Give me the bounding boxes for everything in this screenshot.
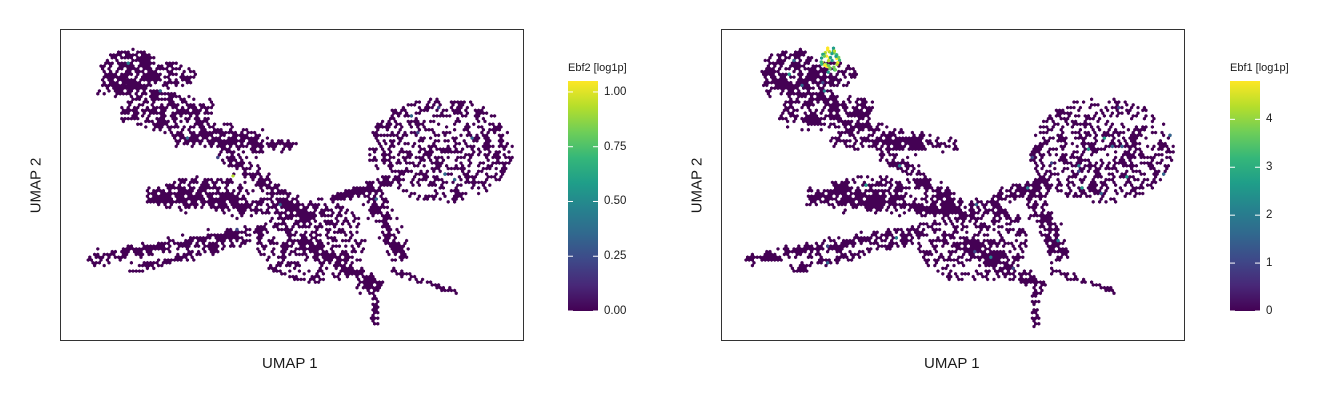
hexbin-cell-high — [1125, 175, 1129, 179]
hexbin-cell-hotspot — [820, 62, 824, 66]
hexbin-cell-high — [1099, 191, 1103, 196]
hexbin-cell-high — [443, 172, 447, 176]
colorbar-tick-label: 3 — [1266, 161, 1273, 174]
hexbin-cell-high — [787, 72, 791, 77]
hexbin-cell-hotspot — [828, 66, 832, 71]
x-axis-label: UMAP 1 — [262, 355, 318, 372]
hexbin-cell-high — [126, 61, 130, 66]
hexbin-cell-high — [278, 202, 282, 207]
colorbar-tick-label: 0.50 — [604, 195, 627, 208]
hexbin-cell-high — [1080, 186, 1084, 190]
hexbin-cell-high — [1102, 136, 1106, 140]
hexbin-cell-high — [800, 83, 804, 88]
colorbar-tick-label: 0 — [1266, 305, 1273, 317]
hexbin-cell-hotspot — [826, 70, 830, 74]
legend-title: Ebf1 [log1p] — [1230, 62, 1289, 74]
hexbin-cell-high — [974, 202, 978, 207]
hexbin-cell-high — [1050, 161, 1054, 165]
hexbin-cell-high — [1120, 144, 1124, 149]
plot-area — [721, 29, 1185, 341]
colorbar-tick-label: 0.25 — [604, 250, 627, 263]
colorbar-gradient — [568, 81, 598, 311]
hexbin-cell-high — [1011, 266, 1015, 271]
hexbin-cell-hotspot — [830, 58, 834, 63]
hexbin-cell-high — [864, 183, 868, 187]
hexbin-cells — [744, 47, 1175, 329]
colorbar — [568, 81, 598, 311]
colorbar-tick-label: 1.00 — [604, 85, 627, 98]
hexbin-cell-high — [1077, 169, 1081, 174]
hexbin-cell-high — [822, 89, 826, 93]
colorbar-tick-label: 1 — [1266, 257, 1273, 270]
hexbin-cell-hotspot — [834, 54, 838, 59]
hexbin-cell-hotspot — [832, 49, 836, 53]
colorbar-gradient — [1230, 81, 1260, 311]
hexbin-cell-high — [235, 227, 239, 232]
hexbin-cell-high — [185, 136, 189, 140]
hexbin-cell-high — [437, 105, 441, 110]
colorbar-tick-label: 0.00 — [604, 305, 627, 317]
x-axis-label: UMAP 1 — [924, 355, 980, 372]
hexbin-cell-hotspot — [820, 56, 824, 60]
hexbin-cell-high — [826, 260, 830, 265]
hexbin-cell-high — [792, 58, 796, 63]
hexbin-cell-hotspot — [832, 65, 836, 70]
hexbin-cell-hotspot — [826, 46, 830, 50]
colorbar — [1230, 81, 1260, 311]
hexbin-cell-high — [821, 80, 825, 85]
colorbar-tick-label: 4 — [1266, 113, 1273, 126]
hexbin-cell-high — [898, 163, 902, 168]
hexbin-cell-hotspot — [837, 55, 841, 60]
umap-panel-ebf2: UMAP 1 UMAP 2 Ebf2 [log1p] 0.00 0.25 0.5… — [27, 29, 627, 372]
hexbin-cell-high — [989, 255, 993, 260]
hexbin-cell-hotspot — [822, 54, 826, 58]
hexbin-cell-high — [231, 174, 235, 178]
hexbin-cell-hotspot — [833, 68, 837, 72]
hexbin-cell-high — [470, 136, 474, 140]
hexbin-cell-high — [1168, 133, 1172, 138]
hexbin-cell-high — [1086, 147, 1090, 151]
hexbin-cell-high — [158, 89, 162, 93]
hexbin-cells — [86, 47, 514, 326]
hexbin-cell-hotspot — [828, 55, 833, 60]
hexbin-cell-high — [894, 236, 898, 240]
plot-area — [60, 29, 524, 341]
hexbin-cell-hotspot — [823, 63, 827, 67]
hexbin-cell-hotspot — [835, 62, 839, 67]
hexbin-cell-high — [374, 197, 378, 201]
hexbin-cell-high — [416, 130, 420, 135]
hexbin-cell-high — [1117, 105, 1121, 110]
legend-title: Ebf2 [log1p] — [568, 62, 627, 74]
colorbar-tick-label: 2 — [1266, 209, 1273, 222]
hexbin-cell-hotspot — [826, 58, 831, 63]
y-axis-label: UMAP 2 — [27, 157, 45, 214]
hexbin-cell-high — [1110, 144, 1114, 149]
hexbin-cell-high — [216, 155, 220, 160]
umap-scatter — [744, 46, 1175, 329]
hexbin-cell-high — [409, 114, 413, 118]
hexbin-cell-high — [973, 249, 977, 254]
colorbar-tick-label: 0.75 — [604, 140, 627, 153]
hexbin-cell-high — [1026, 186, 1030, 190]
y-axis-label: UMAP 2 — [688, 157, 706, 214]
hexbin-cell-high — [1030, 155, 1034, 160]
umap-panel-ebf1: UMAP 1 UMAP 2 Ebf1 [log1p] 0 1 2 3 4 — [660, 0, 1332, 403]
hexbin-cell-high — [1162, 172, 1166, 176]
hexbin-cell-high — [453, 177, 457, 182]
hexbin-cell-hotspot — [827, 63, 831, 68]
hexbin-cell-high — [1077, 163, 1081, 168]
hexbin-cell-high — [826, 244, 830, 248]
hexbin-cell-high — [1056, 238, 1060, 243]
umap-scatter — [86, 47, 514, 326]
hexbin-cell-hotspot — [830, 51, 834, 56]
